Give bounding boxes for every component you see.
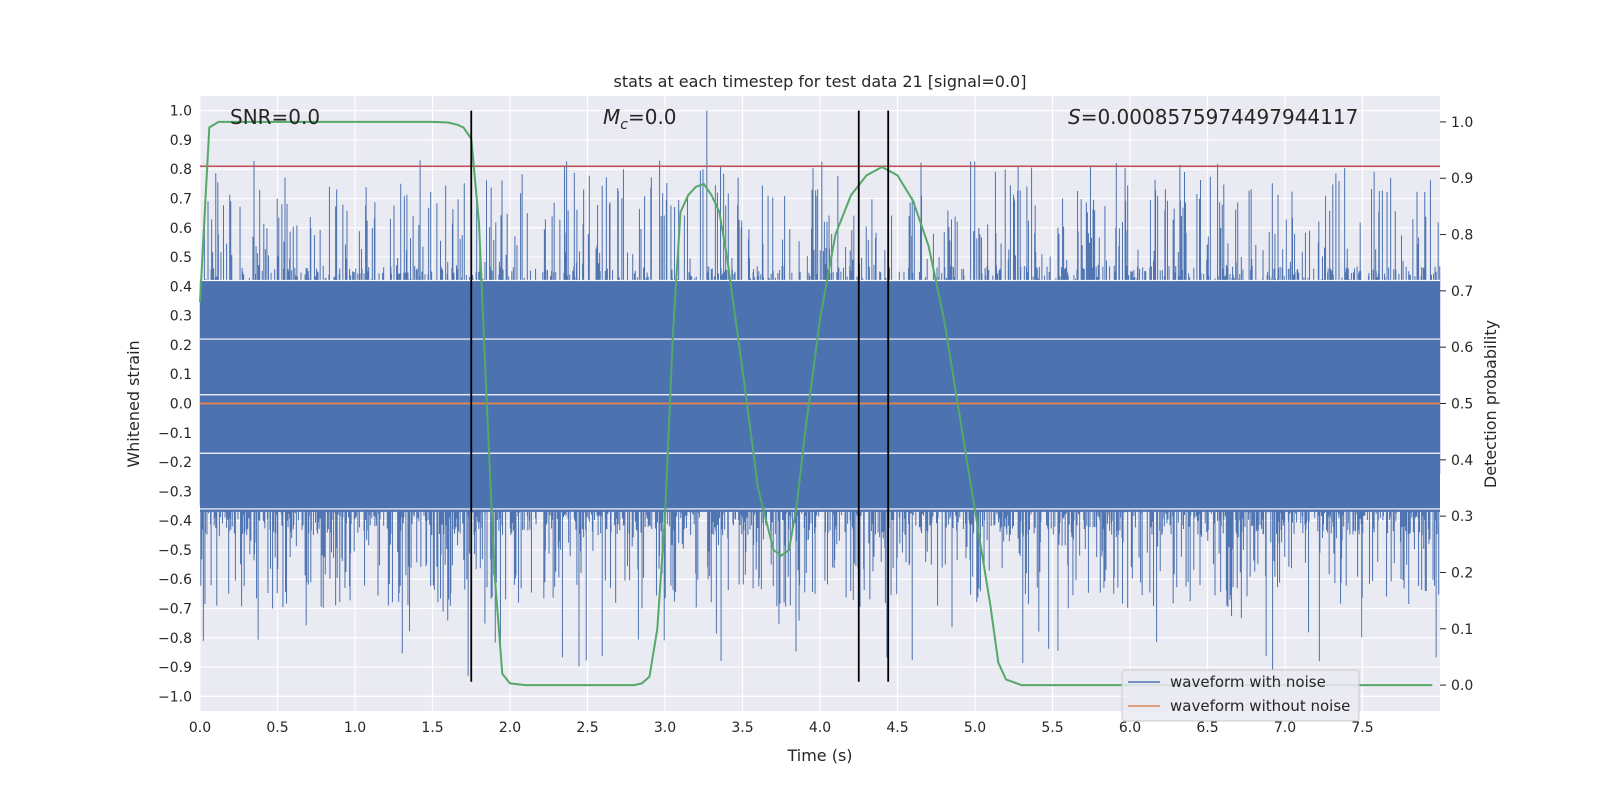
y-left-tick-label: 0.2 [170, 338, 192, 354]
y-right-tick-label: 0.6 [1451, 340, 1473, 356]
y-left-tick-label: 0.8 [170, 162, 192, 178]
y-left-tick-label: −0.7 [158, 602, 192, 618]
y-left-tick-label: 0.3 [170, 309, 192, 325]
y-right-tick-label: 1.0 [1451, 115, 1473, 131]
x-tick-label: 0.5 [266, 720, 288, 736]
series-lines [199, 120, 1440, 687]
x-tick-label: 3.0 [654, 720, 676, 736]
series-detection-probability [199, 120, 1433, 687]
y-left-tick-label: −0.4 [158, 514, 192, 530]
y-left-tick-label: 0.1 [170, 367, 192, 383]
y-right-tick-label: 0.2 [1451, 565, 1473, 581]
x-tick-label: 1.0 [344, 720, 366, 736]
y-right-tick-label: 0.1 [1451, 622, 1473, 638]
y-right-tick-label: 0.7 [1451, 284, 1473, 300]
y-left-axis-ticks: 1.0 0.9 0.8 0.7 0.6 0.5 0.4 0.3 0.2 0.1 0.0 −0.1 −0.… [158, 104, 192, 706]
y-left-tick-label: −1.0 [158, 689, 192, 705]
y-left-axis-label: Whitened strain [124, 340, 143, 467]
y-left-tick-label: −0.3 [158, 484, 192, 500]
vertical-markers [470, 110, 890, 682]
y-left-tick-label: −0.1 [158, 426, 192, 442]
noise-spikes [199, 110, 1441, 676]
x-tick-label: 4.5 [886, 720, 908, 736]
y-left-tick-label: 0.5 [170, 250, 192, 266]
legend-label-clean: waveform without noise [1170, 697, 1350, 715]
y-left-tick-label: 0.7 [170, 192, 192, 208]
y-right-tick-label: 0.8 [1451, 228, 1473, 244]
x-tick-label: 7.5 [1351, 720, 1373, 736]
legend-label-noise: waveform with noise [1170, 673, 1326, 691]
x-tick-label: 6.0 [1119, 720, 1141, 736]
y-left-tick-label: −0.8 [158, 631, 192, 647]
x-tick-label: 3.5 [731, 720, 753, 736]
x-tick-label: 5.5 [1041, 720, 1063, 736]
y-left-tick-label: 0.6 [170, 221, 192, 237]
y-left-tick-label: −0.5 [158, 543, 192, 559]
x-tick-label: 5.0 [964, 720, 986, 736]
y-right-axis-ticks: 1.0 0.9 0.8 0.7 0.6 0.5 0.4 0.3 0.2 0.1 0.0 [1440, 115, 1473, 694]
y-right-tick-label: 0.0 [1451, 678, 1473, 694]
mc-symbol: M [603, 105, 620, 129]
y-left-tick-label: 0.9 [170, 133, 192, 149]
y-right-axis-label: Detection probability [1481, 320, 1500, 488]
s-symbol: S [1068, 105, 1081, 129]
y-left-tick-label: 0.0 [170, 397, 192, 413]
mc-subscript: c [620, 117, 628, 133]
y-left-tick-label: −0.6 [158, 572, 192, 588]
snr-annotation: SNR=0.0 [230, 105, 320, 129]
x-tick-label: 2.5 [576, 720, 598, 736]
legend: waveform with noise waveform without noi… [1121, 669, 1360, 722]
y-left-tick-label: 0.4 [170, 279, 192, 295]
chirp-mass-annotation: Mc=0.0 [603, 105, 677, 133]
y-right-tick-label: 0.3 [1451, 509, 1473, 525]
legend-box [1121, 669, 1360, 722]
x-tick-label: 6.5 [1196, 720, 1218, 736]
s-annotation: S=0.0008575974497944117 [1068, 105, 1358, 129]
s-value: =0.0008575974497944117 [1081, 105, 1359, 129]
y-right-tick-label: 0.4 [1451, 453, 1473, 469]
x-tick-label: 1.5 [421, 720, 443, 736]
y-left-tick-label: −0.9 [158, 660, 192, 676]
x-tick-label: 0.0 [189, 720, 211, 736]
chart-title: stats at each timestep for test data 21 … [614, 72, 1027, 91]
y-right-tick-label: 0.9 [1451, 171, 1473, 187]
x-tick-label: 7.0 [1274, 720, 1296, 736]
x-axis-ticks: 0.0 0.5 1.0 1.5 2.0 2.5 3.0 3.5 4.0 4.5 5.0 5.5 6.0 6… [189, 720, 1374, 736]
x-axis-label: Time (s) [786, 746, 852, 765]
mc-value: =0.0 [628, 105, 677, 129]
y-right-tick-label: 0.5 [1451, 397, 1473, 413]
x-tick-label: 4.0 [809, 720, 831, 736]
y-left-tick-label: −0.2 [158, 455, 192, 471]
x-tick-label: 2.0 [499, 720, 521, 736]
y-left-tick-label: 1.0 [170, 104, 192, 120]
